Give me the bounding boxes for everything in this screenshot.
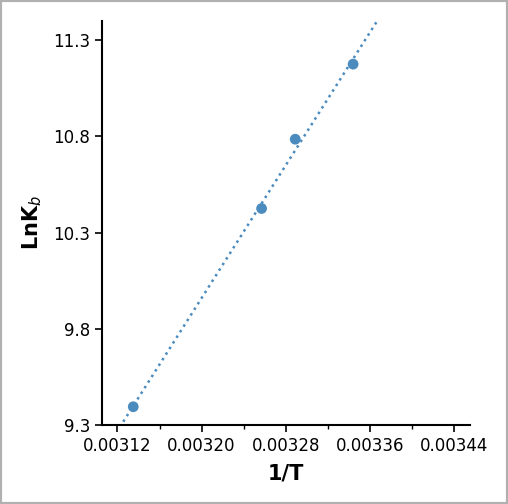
Point bbox=[349, 60, 357, 68]
Point bbox=[258, 205, 266, 213]
Point bbox=[291, 135, 299, 143]
X-axis label: 1/T: 1/T bbox=[268, 463, 304, 483]
Y-axis label: LnK$_b$: LnK$_b$ bbox=[21, 196, 44, 250]
Point bbox=[129, 403, 137, 411]
